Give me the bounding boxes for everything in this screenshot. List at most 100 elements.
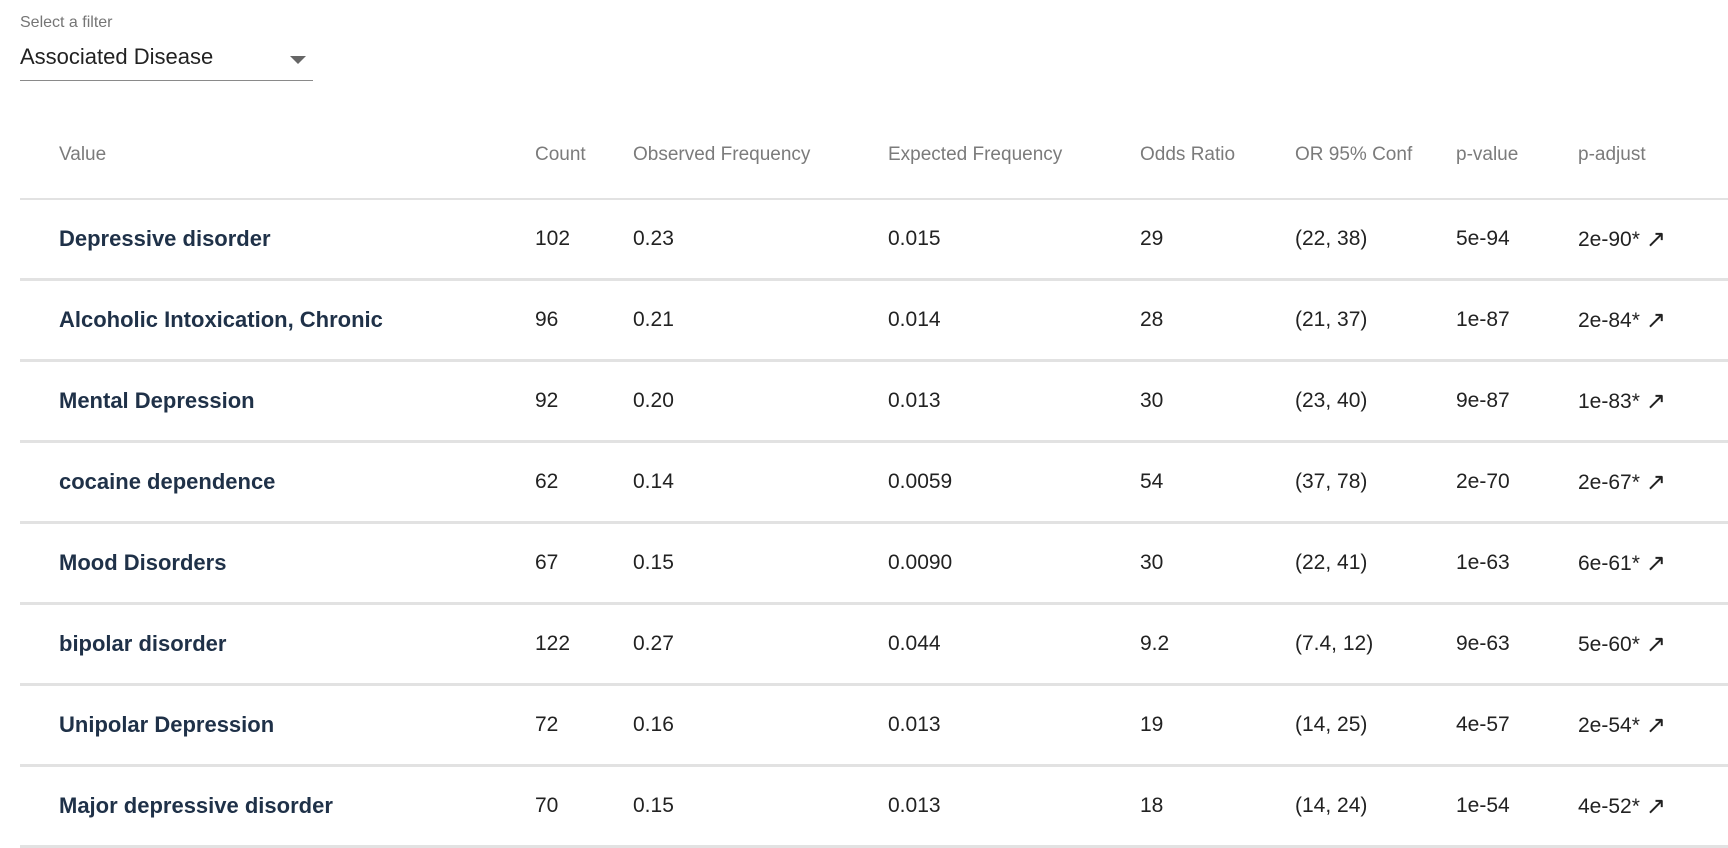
p-adjust-value: 2e-84*	[1578, 308, 1640, 332]
p-adjust-cell: 6e-61* ↗	[1578, 522, 1728, 605]
count-cell: 70	[535, 765, 633, 848]
external-link-icon[interactable]: ↗	[1645, 306, 1666, 334]
value-cell: Unipolar Depression	[59, 684, 535, 767]
spacer-cell	[20, 199, 59, 281]
or-conf-cell: (23, 40)	[1295, 360, 1456, 443]
p-value-cell: 5e-94	[1456, 199, 1578, 281]
column-header-count: Count	[535, 112, 633, 200]
count-cell: 92	[535, 360, 633, 443]
column-header-observed-frequency: Observed Frequency	[633, 112, 888, 200]
odds-ratio-cell: 28	[1140, 279, 1295, 362]
external-link-icon[interactable]: ↗	[1645, 630, 1666, 658]
filter-select[interactable]: Associated Disease	[20, 42, 313, 81]
p-adjust-cell: 2e-84* ↗	[1578, 279, 1728, 362]
p-adjust-value: 2e-67*	[1578, 470, 1640, 494]
expected-frequency-cell: 0.013	[888, 765, 1140, 848]
odds-ratio-cell: 30	[1140, 360, 1295, 443]
or-conf-cell: (14, 25)	[1295, 684, 1456, 767]
filter-label: Select a filter	[20, 14, 113, 31]
p-adjust-cell: 1e-83* ↗	[1578, 360, 1728, 443]
filter-control: Select a filter Associated Disease	[20, 12, 313, 81]
odds-ratio-cell: 9.2	[1140, 603, 1295, 686]
value-cell: bipolar disorder	[59, 603, 535, 686]
column-header-expected-frequency: Expected Frequency	[888, 112, 1140, 200]
odds-ratio-cell: 19	[1140, 684, 1295, 767]
p-value-cell: 1e-54	[1456, 765, 1578, 848]
column-header-p-value: p-value	[1456, 112, 1578, 200]
p-value-cell: 1e-87	[1456, 279, 1578, 362]
count-cell: 72	[535, 684, 633, 767]
p-adjust-value: 1e-83*	[1578, 389, 1640, 413]
table-header-row: Value Count Observed Frequency Expected …	[20, 112, 1728, 200]
or-conf-cell: (22, 38)	[1295, 199, 1456, 281]
table-row: Unipolar Depression 72 0.16 0.013 19 (14…	[20, 684, 1728, 767]
spacer-header	[20, 112, 59, 200]
spacer-cell	[20, 279, 59, 362]
table-row: bipolar disorder 122 0.27 0.044 9.2 (7.4…	[20, 603, 1728, 686]
p-adjust-value: 2e-54*	[1578, 713, 1640, 737]
table-row: Alcoholic Intoxication, Chronic 96 0.21 …	[20, 279, 1728, 362]
value-cell: cocaine dependence	[59, 441, 535, 524]
count-cell: 67	[535, 522, 633, 605]
value-cell: Depressive disorder	[59, 199, 535, 281]
value-cell: Mental Depression	[59, 360, 535, 443]
expected-frequency-cell: 0.015	[888, 199, 1140, 281]
or-conf-cell: (21, 37)	[1295, 279, 1456, 362]
odds-ratio-cell: 54	[1140, 441, 1295, 524]
count-cell: 62	[535, 441, 633, 524]
table-row: Depressive disorder 102 0.23 0.015 29 (2…	[20, 199, 1728, 281]
column-header-p-adjust: p-adjust	[1578, 112, 1728, 200]
odds-ratio-cell: 29	[1140, 199, 1295, 281]
or-conf-cell: (14, 24)	[1295, 765, 1456, 848]
spacer-cell	[20, 765, 59, 848]
p-adjust-cell: 2e-90* ↗	[1578, 199, 1728, 281]
external-link-icon[interactable]: ↗	[1645, 225, 1666, 253]
p-value-cell: 1e-63	[1456, 522, 1578, 605]
count-cell: 102	[535, 199, 633, 281]
spacer-cell	[20, 522, 59, 605]
count-cell: 96	[535, 279, 633, 362]
external-link-icon[interactable]: ↗	[1645, 387, 1666, 415]
observed-frequency-cell: 0.27	[633, 603, 888, 686]
p-adjust-cell: 4e-52* ↗	[1578, 765, 1728, 848]
p-adjust-cell: 2e-54* ↗	[1578, 684, 1728, 767]
spacer-cell	[20, 603, 59, 686]
observed-frequency-cell: 0.15	[633, 522, 888, 605]
odds-ratio-cell: 30	[1140, 522, 1295, 605]
observed-frequency-cell: 0.21	[633, 279, 888, 362]
spacer-cell	[20, 360, 59, 443]
expected-frequency-cell: 0.044	[888, 603, 1140, 686]
p-value-cell: 9e-87	[1456, 360, 1578, 443]
external-link-icon[interactable]: ↗	[1645, 792, 1666, 820]
table-row: Mental Depression 92 0.20 0.013 30 (23, …	[20, 360, 1728, 443]
column-header-or-conf: OR 95% Conf	[1295, 112, 1456, 200]
expected-frequency-cell: 0.014	[888, 279, 1140, 362]
observed-frequency-cell: 0.14	[633, 441, 888, 524]
p-adjust-value: 4e-52*	[1578, 794, 1640, 818]
p-adjust-value: 2e-90*	[1578, 227, 1640, 251]
external-link-icon[interactable]: ↗	[1645, 468, 1666, 496]
p-adjust-cell: 2e-67* ↗	[1578, 441, 1728, 524]
column-header-odds-ratio: Odds Ratio	[1140, 112, 1295, 200]
results-table: Value Count Observed Frequency Expected …	[20, 112, 1728, 848]
column-header-value: Value	[59, 112, 535, 200]
filter-selected-value: Associated Disease	[20, 44, 214, 69]
value-cell: Major depressive disorder	[59, 765, 535, 848]
observed-frequency-cell: 0.16	[633, 684, 888, 767]
expected-frequency-cell: 0.0090	[888, 522, 1140, 605]
observed-frequency-cell: 0.20	[633, 360, 888, 443]
or-conf-cell: (22, 41)	[1295, 522, 1456, 605]
expected-frequency-cell: 0.013	[888, 360, 1140, 443]
table-row: Major depressive disorder 70 0.15 0.013 …	[20, 765, 1728, 848]
count-cell: 122	[535, 603, 633, 686]
table-row: Mood Disorders 67 0.15 0.0090 30 (22, 41…	[20, 522, 1728, 605]
dropdown-arrow-icon[interactable]	[290, 56, 306, 64]
observed-frequency-cell: 0.15	[633, 765, 888, 848]
or-conf-cell: (7.4, 12)	[1295, 603, 1456, 686]
p-adjust-value: 5e-60*	[1578, 632, 1640, 656]
spacer-cell	[20, 684, 59, 767]
p-adjust-cell: 5e-60* ↗	[1578, 603, 1728, 686]
external-link-icon[interactable]: ↗	[1645, 711, 1666, 739]
value-cell: Mood Disorders	[59, 522, 535, 605]
external-link-icon[interactable]: ↗	[1645, 549, 1666, 577]
